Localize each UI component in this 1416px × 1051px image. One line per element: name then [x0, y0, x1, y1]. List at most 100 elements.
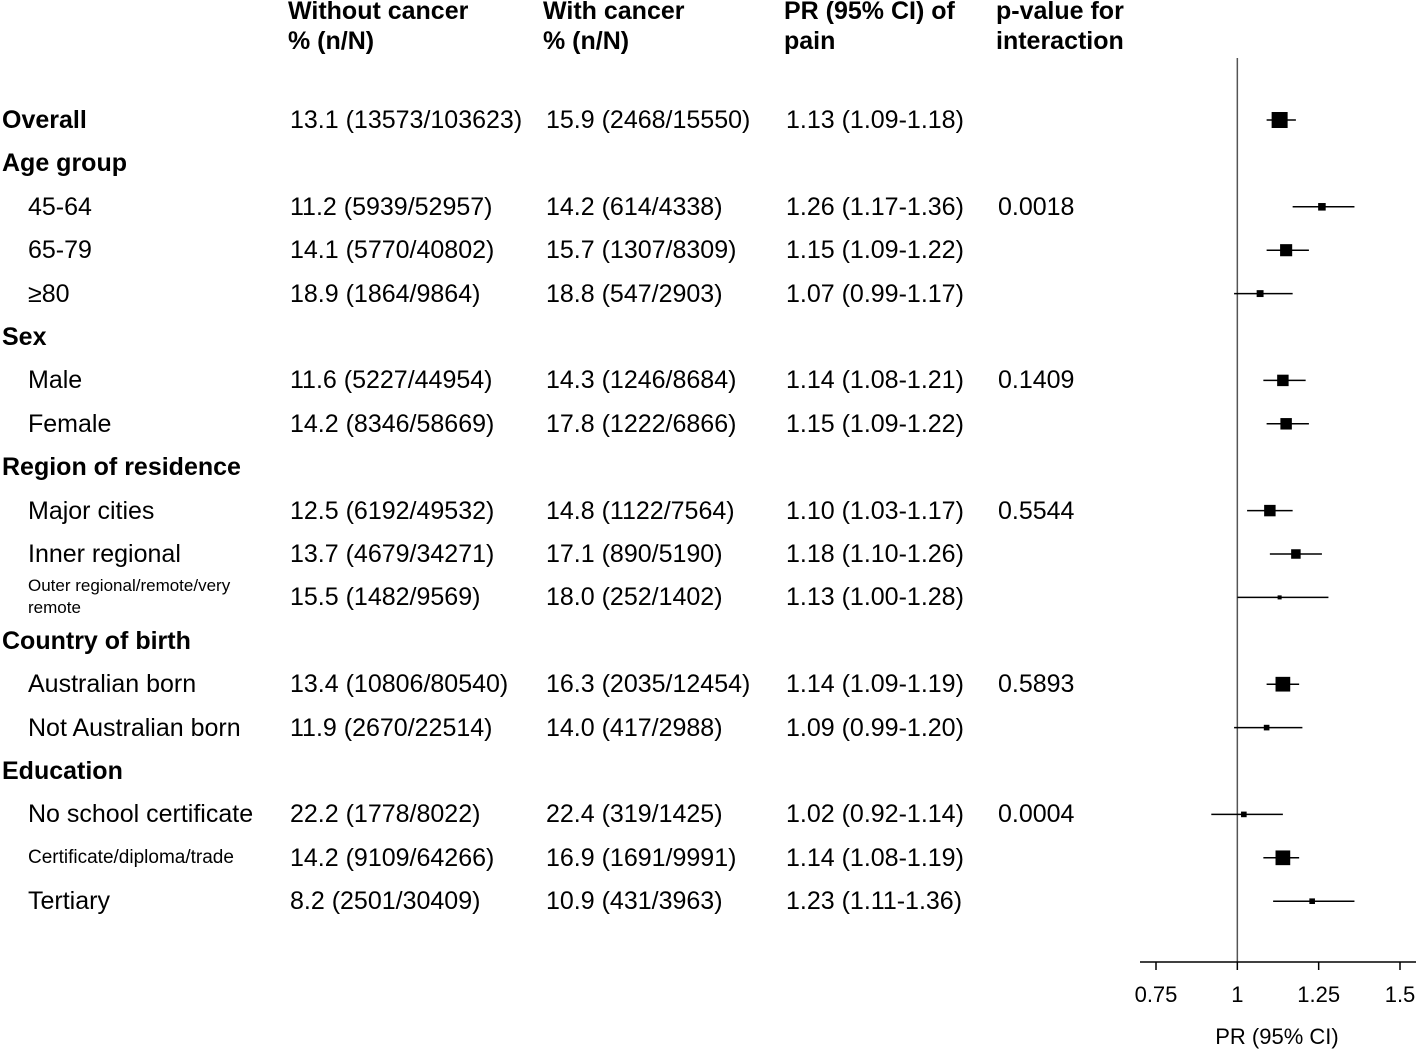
with-cancer-cell: 17.1 (890/5190): [546, 540, 723, 568]
row-label: Education: [2, 757, 123, 785]
without-cancer-cell: 13.4 (10806/80540): [290, 670, 509, 699]
pr-cell: 1.14 (1.09-1.19): [786, 670, 964, 699]
pr-cell: 1.13 (1.09-1.18): [786, 106, 964, 134]
point-estimate: [1263, 724, 1270, 731]
header-pr: PR (95% CI) of pain: [784, 0, 955, 56]
pr-cell: 1.18 (1.10-1.26): [786, 540, 964, 568]
header-without-cancer: Without cancer % (n/N): [288, 0, 468, 56]
table-row: Not Australian born 11.9 (2670/22514) 14.0…: [0, 708, 1140, 748]
table-row: ≥80 18.9 (1864/9864) 18.8 (547/2903) 1.07 (…: [0, 274, 1140, 314]
table-row: Region of residence: [0, 447, 1140, 487]
table-row: Overall 13.1 (13573/103623) 15.9 (2468/155…: [0, 100, 1140, 140]
pr-cell: 1.14 (1.08-1.19): [786, 843, 964, 872]
without-cancer-cell: 14.1 (5770/40802): [290, 236, 495, 265]
table-row: 45-64 11.2 (5939/52957) 14.2 (614/4338) 1.2…: [0, 187, 1140, 227]
row-label: Not Australian born: [28, 713, 241, 742]
header-without-cancer-line2: % (n/N): [288, 27, 375, 55]
without-cancer-cell: 13.1 (13573/103623): [290, 106, 523, 134]
point-estimate: [1241, 811, 1247, 818]
with-cancer-cell: 18.8 (547/2903): [546, 279, 723, 308]
table-row: Country of birth: [0, 621, 1140, 661]
row-label: Major cities: [28, 496, 155, 525]
header-pvalue-line1: p-value for: [996, 0, 1124, 25]
pvalue-cell: 0.1409: [998, 366, 1075, 395]
table-row: Education: [0, 751, 1140, 791]
header-pr-line1: PR (95% CI) of: [784, 0, 955, 25]
pr-cell: 1.23 (1.11-1.36): [786, 887, 963, 916]
row-label: Tertiary: [28, 887, 110, 916]
header-pvalue: p-value for interaction: [996, 0, 1124, 56]
header-pr-line2: pain: [784, 27, 836, 55]
without-cancer-cell: 8.2 (2501/30409): [290, 887, 481, 916]
pvalue-cell: 0.5544: [998, 496, 1075, 525]
without-cancer-cell: 15.5 (1482/9569): [290, 583, 481, 612]
pr-cell: 1.15 (1.09-1.22): [786, 409, 964, 438]
row-label: Region of residence: [2, 453, 241, 482]
without-cancer-cell: 11.2 (5939/52957): [290, 192, 493, 221]
row-label: Australian born: [28, 670, 197, 699]
with-cancer-cell: 18.0 (252/1402): [546, 583, 723, 612]
with-cancer-cell: 10.9 (431/3963): [546, 887, 723, 916]
row-label: 45-64: [28, 192, 92, 221]
table-row: Certificate/diploma/trade 14.2 (9109/6426…: [0, 838, 1140, 878]
header-with-cancer: With cancer % (n/N): [543, 0, 684, 56]
without-cancer-cell: 11.6 (5227/44954): [290, 366, 493, 395]
header-with-cancer-line2: % (n/N): [543, 27, 630, 55]
row-label: Age group: [2, 149, 127, 178]
pr-cell: 1.09 (0.99-1.20): [786, 713, 964, 742]
without-cancer-cell: 22.2 (1778/8022): [290, 800, 481, 829]
table-row: No school certificate 22.2 (1778/8022) 22.…: [0, 794, 1140, 834]
with-cancer-cell: 15.7 (1307/8309): [546, 236, 737, 265]
point-estimate: [1271, 112, 1288, 128]
row-label: Certificate/diploma/trade: [28, 846, 234, 868]
without-cancer-cell: 14.2 (9109/64266): [290, 843, 495, 872]
table-row: Male 11.6 (5227/44954) 14.3 (1246/8684) 1.1…: [0, 360, 1140, 400]
table-row: Female 14.2 (8346/58669) 17.8 (1222/6866) 1…: [0, 404, 1140, 444]
table-row: Tertiary 8.2 (2501/30409) 10.9 (431/3963) 1…: [0, 881, 1140, 921]
row-label: No school certificate: [28, 800, 254, 829]
without-cancer-cell: 11.9 (2670/22514): [290, 713, 493, 742]
row-label: Outer regional/remote/very remote: [28, 576, 231, 618]
row-label: Inner regional: [28, 540, 181, 568]
point-estimate: [1280, 244, 1293, 257]
table-row: Outer regional/remote/very remote 15.5 (1…: [0, 576, 1140, 618]
with-cancer-cell: 14.0 (417/2988): [546, 713, 723, 742]
row-label: Country of birth: [2, 626, 191, 655]
point-estimate: [1309, 898, 1315, 904]
without-cancer-cell: 13.7 (4679/34271): [290, 540, 495, 568]
row-label: 65-79: [28, 236, 92, 265]
table-row: Sex: [0, 317, 1140, 357]
with-cancer-cell: 22.4 (319/1425): [546, 800, 723, 829]
with-cancer-cell: 15.9 (2468/15550): [546, 106, 751, 134]
with-cancer-cell: 14.3 (1246/8684): [546, 366, 737, 395]
row-label: Female: [28, 409, 112, 438]
without-cancer-cell: 18.9 (1864/9864): [290, 279, 481, 308]
x-tick-label: 1: [1231, 982, 1243, 1007]
header-without-cancer-line1: Without cancer: [288, 0, 469, 25]
table-row: Australian born 13.4 (10806/80540) 16.3 (2…: [0, 664, 1140, 704]
point-estimate: [1275, 676, 1291, 692]
with-cancer-cell: 16.9 (1691/9991): [546, 843, 737, 872]
point-estimate: [1277, 374, 1289, 387]
point-estimate: [1256, 290, 1264, 298]
row-label: ≥80: [28, 279, 70, 308]
with-cancer-cell: 14.8 (1122/7564): [546, 496, 735, 525]
pr-cell: 1.15 (1.09-1.22): [786, 236, 964, 265]
table-row: Inner regional 13.7 (4679/34271) 17.1 (890…: [0, 534, 1140, 574]
header-pvalue-line2: interaction: [996, 27, 1124, 55]
header-with-cancer-line1: With cancer: [543, 0, 685, 25]
pr-cell: 1.10 (1.03-1.17): [786, 496, 964, 525]
x-tick-label: 0.75: [1135, 982, 1178, 1007]
point-estimate: [1264, 504, 1276, 517]
point-estimate: [1318, 203, 1326, 211]
with-cancer-cell: 16.3 (2035/12454): [546, 670, 751, 699]
without-cancer-cell: 14.2 (8346/58669): [290, 409, 495, 438]
point-estimate: [1291, 549, 1301, 559]
pr-cell: 1.14 (1.08-1.21): [786, 366, 964, 395]
x-tick-label: 1.25: [1297, 982, 1340, 1007]
x-tick-label: 1.5: [1385, 982, 1416, 1007]
pr-cell: 1.13 (1.00-1.28): [786, 583, 964, 612]
table-row: Major cities 12.5 (6192/49532) 14.8 (1122/…: [0, 491, 1140, 531]
point-estimate: [1277, 595, 1282, 600]
